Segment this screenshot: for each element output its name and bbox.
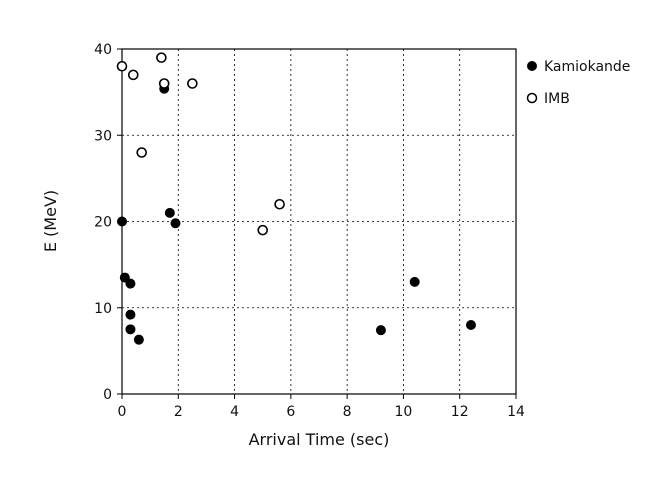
data-point-kamiokande [125,309,136,320]
x-tick-label: 0 [118,404,127,420]
legend-label-kamiokande: Kamiokande [544,59,630,75]
x-tick-label: 6 [286,404,295,420]
x-tick-label: 10 [395,404,413,420]
data-point-kamiokande [125,278,136,289]
data-point-imb [187,78,198,89]
y-tick-label: 0 [103,387,112,403]
data-point-kamiokande [164,207,175,218]
data-point-kamiokande [375,325,386,336]
y-tick-label: 10 [94,301,112,317]
x-tick-label: 4 [230,404,239,420]
data-point-kamiokande [170,218,181,229]
y-tick-label: 40 [94,42,112,58]
data-point-imb [274,198,285,210]
x-axis-label: Arrival Time (sec) [249,430,390,449]
legend-item-kamiokande: Kamiokande [527,59,630,75]
data-point-imb [136,147,147,158]
legend-item-imb: IMB [526,91,570,107]
data-point-imb [158,78,170,89]
legend-marker-filled-circle-icon [527,61,537,71]
data-point-kamiokande [133,334,144,345]
data-point-kamiokande [117,216,127,227]
x-tick-label: 8 [343,404,352,420]
data-point-kamiokande [119,272,130,283]
x-tick-label: 2 [174,404,183,420]
x-tick-label: 14 [507,404,525,420]
data-point-kamiokande [125,324,136,335]
grid-lines [122,49,516,394]
axis-ticks: 0 2 4 6 8 10 12 14 0 10 20 30 40 [94,42,525,420]
data-points [116,52,476,345]
legend-label-imb: IMB [544,91,570,107]
data-point-imb [257,224,269,236]
data-point-imb [127,69,139,81]
y-tick-label: 30 [94,128,112,144]
y-tick-label: 20 [94,215,112,231]
data-point-kamiokande [465,320,476,330]
legend: Kamiokande IMB [526,59,630,107]
legend-marker-open-circle-icon [526,92,538,104]
data-point-imb [116,60,128,72]
x-tick-label: 12 [451,404,469,420]
y-axis-label: E (MeV) [41,190,60,252]
data-point-imb [156,52,167,63]
data-point-kamiokande [409,276,420,287]
